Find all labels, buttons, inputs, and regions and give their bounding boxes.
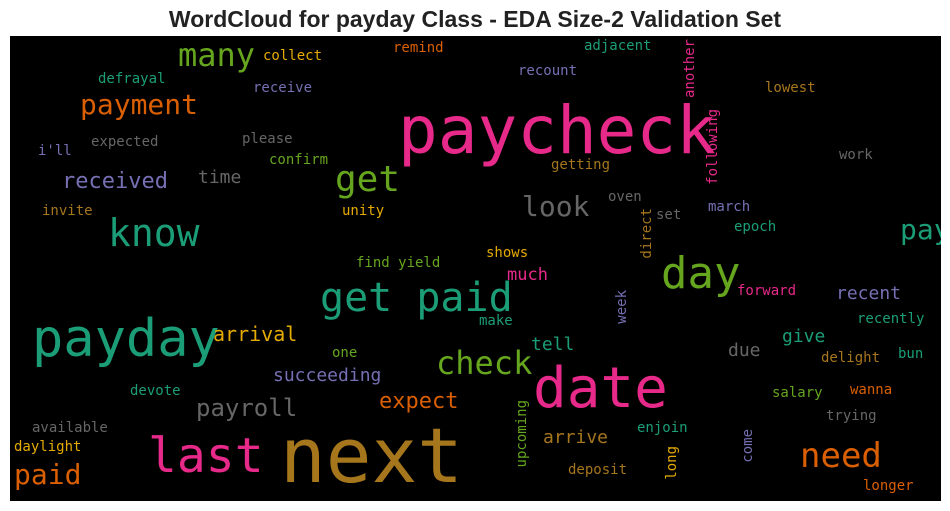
word: adjacent bbox=[584, 38, 652, 54]
word: bun bbox=[898, 346, 924, 362]
word: receive bbox=[253, 80, 313, 96]
word: paycheck bbox=[398, 92, 716, 169]
word: next bbox=[280, 411, 464, 500]
word: date bbox=[533, 356, 668, 421]
word: long bbox=[664, 446, 680, 480]
word: devote bbox=[130, 383, 181, 399]
word: invite bbox=[42, 203, 93, 219]
word: forward bbox=[737, 283, 797, 299]
word: available bbox=[32, 420, 108, 436]
word: longer bbox=[863, 478, 914, 494]
word: paid bbox=[14, 458, 82, 491]
word: remind bbox=[393, 40, 444, 56]
word: day bbox=[661, 248, 741, 299]
word: payday bbox=[32, 309, 220, 369]
word: wanna bbox=[850, 382, 893, 398]
word: give bbox=[782, 326, 826, 347]
word: succeeding bbox=[273, 365, 382, 386]
word: time bbox=[198, 167, 242, 188]
word: daylight bbox=[14, 439, 82, 455]
word: recent bbox=[836, 283, 902, 304]
word: oven bbox=[608, 189, 642, 205]
word: know bbox=[108, 211, 200, 255]
word: set bbox=[656, 207, 682, 223]
word: epoch bbox=[734, 219, 777, 235]
word: find yield bbox=[356, 255, 441, 271]
word: payment bbox=[80, 88, 199, 121]
word: enjoin bbox=[637, 420, 688, 436]
word: make bbox=[479, 313, 513, 329]
word: last bbox=[148, 428, 264, 484]
word: march bbox=[708, 199, 751, 215]
word: come bbox=[740, 429, 756, 463]
word: expected bbox=[91, 134, 159, 150]
word: please bbox=[242, 131, 293, 147]
word: recount bbox=[518, 63, 578, 79]
word: get bbox=[335, 159, 401, 200]
word: one bbox=[332, 345, 358, 361]
word: shows bbox=[486, 245, 529, 261]
word: tell bbox=[531, 334, 575, 355]
word: delight bbox=[821, 350, 881, 366]
word: need bbox=[800, 436, 882, 476]
word: payroll bbox=[196, 394, 298, 422]
word: collect bbox=[263, 48, 323, 64]
word: arrive bbox=[543, 427, 609, 448]
word: deposit bbox=[568, 462, 628, 478]
word: arrival bbox=[213, 322, 298, 346]
word: getting bbox=[551, 157, 611, 173]
chart-title: WordCloud for payday Class - EDA Size-2 … bbox=[168, 6, 782, 32]
word: due bbox=[728, 340, 761, 361]
word: pay bbox=[900, 213, 941, 246]
word: work bbox=[839, 147, 873, 163]
word: recently bbox=[857, 311, 925, 327]
word: upcoming bbox=[514, 400, 530, 468]
word: following bbox=[705, 109, 721, 185]
word: i'll bbox=[38, 143, 72, 159]
word: many bbox=[178, 36, 256, 74]
word: much bbox=[507, 265, 548, 285]
word: received bbox=[62, 169, 168, 194]
word: unity bbox=[342, 203, 385, 219]
word: look bbox=[522, 190, 590, 223]
word: confirm bbox=[269, 152, 329, 168]
word: trying bbox=[826, 408, 877, 424]
word: another bbox=[682, 39, 698, 99]
word: expect bbox=[379, 389, 459, 414]
word: lowest bbox=[765, 80, 816, 96]
word: direct bbox=[639, 208, 655, 259]
word: week bbox=[614, 290, 630, 324]
word: defrayal bbox=[98, 71, 166, 87]
word: get paid bbox=[320, 275, 513, 321]
word-cloud-canvas: paycheck next date payday last get paid … bbox=[10, 36, 941, 501]
word: salary bbox=[772, 385, 823, 401]
word: check bbox=[436, 344, 533, 382]
